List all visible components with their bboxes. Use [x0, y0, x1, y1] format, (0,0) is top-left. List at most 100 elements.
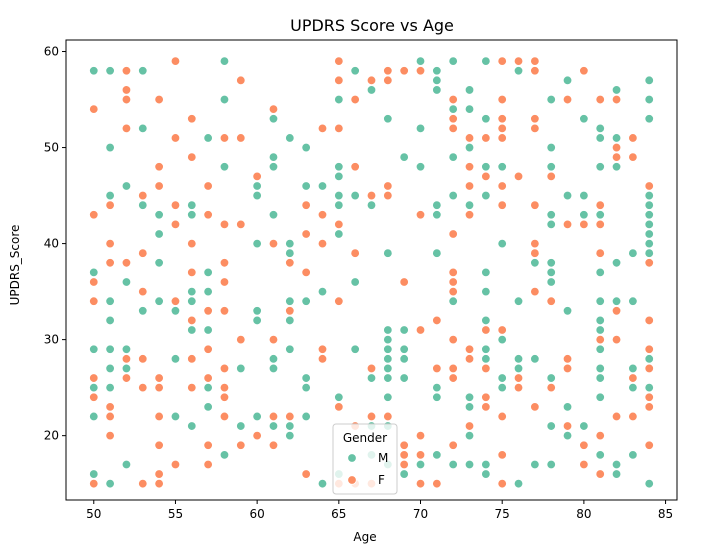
- point-f-13: [121, 66, 132, 76]
- point-f-171: [530, 402, 540, 412]
- point-m-49: [236, 363, 246, 374]
- point-f-22: [138, 286, 148, 297]
- point-m-17: [121, 344, 132, 354]
- point-f-183: [579, 459, 589, 470]
- point-f-59: [219, 306, 230, 316]
- point-m-209: [611, 85, 622, 95]
- point-f-193: [611, 152, 622, 162]
- point-f-182: [579, 440, 589, 450]
- point-f-55: [219, 133, 230, 143]
- point-m-126: [432, 66, 442, 76]
- point-m-97: [366, 85, 377, 95]
- point-m-14: [105, 478, 115, 489]
- point-f-71: [268, 104, 279, 114]
- y-axis-label: UPDRS_Score: [8, 225, 22, 306]
- point-m-115: [399, 325, 409, 335]
- point-f-159: [513, 56, 524, 66]
- point-f-190: [595, 469, 605, 479]
- point-f-176: [562, 219, 573, 230]
- point-f-146: [481, 392, 491, 402]
- point-f-189: [595, 430, 605, 441]
- point-m-230: [644, 248, 654, 258]
- point-m-16: [121, 277, 132, 287]
- point-f-160: [513, 171, 524, 182]
- point-f-185: [595, 200, 605, 210]
- point-m-87: [334, 200, 344, 210]
- point-f-106: [383, 75, 393, 86]
- point-m-57: [252, 411, 262, 422]
- point-m-80: [317, 286, 328, 297]
- point-f-110: [399, 66, 409, 76]
- x-tick-label-75: 75: [495, 507, 510, 521]
- point-f-205: [644, 363, 654, 374]
- point-f-80: [301, 229, 311, 239]
- point-m-15: [121, 181, 132, 191]
- point-m-145: [464, 392, 475, 402]
- point-m-93: [350, 277, 360, 287]
- point-m-1: [89, 267, 99, 278]
- point-m-0: [89, 66, 99, 76]
- point-m-182: [546, 373, 556, 383]
- point-m-102: [383, 114, 393, 124]
- point-f-126: [448, 123, 458, 134]
- point-f-155: [497, 325, 507, 335]
- point-f-77: [285, 306, 295, 316]
- point-m-191: [579, 190, 589, 201]
- point-m-117: [399, 354, 409, 364]
- point-f-63: [219, 411, 230, 422]
- point-m-118: [399, 373, 409, 383]
- y-axis: 20 30 40 50 60: [44, 45, 66, 443]
- point-m-4: [89, 411, 99, 422]
- point-m-94: [350, 344, 360, 354]
- point-f-91: [334, 219, 344, 230]
- point-m-109: [383, 373, 393, 383]
- point-m-202: [595, 325, 605, 335]
- point-m-71: [285, 421, 295, 431]
- point-f-152: [497, 133, 507, 143]
- point-f-125: [448, 114, 458, 124]
- point-f-134: [448, 440, 458, 450]
- y-tick-label-60: 60: [44, 45, 59, 59]
- x-tick-label-80: 80: [576, 507, 591, 521]
- legend-title: Gender: [343, 431, 387, 445]
- point-f-145: [481, 363, 491, 374]
- point-m-35: [187, 296, 197, 306]
- point-f-34: [154, 478, 164, 489]
- point-f-24: [138, 382, 148, 393]
- point-m-5: [89, 469, 99, 479]
- point-m-7: [105, 142, 115, 153]
- point-m-8: [105, 190, 115, 201]
- point-m-151: [481, 162, 491, 172]
- point-m-232: [644, 382, 654, 393]
- point-f-206: [644, 392, 654, 402]
- point-f-149: [497, 94, 507, 105]
- point-f-101: [366, 190, 377, 201]
- points-layer: [89, 56, 654, 489]
- point-f-197: [628, 133, 638, 143]
- point-m-114: [399, 152, 409, 162]
- point-m-65: [285, 133, 295, 143]
- point-m-219: [628, 382, 638, 393]
- point-m-22: [138, 200, 148, 210]
- point-m-203: [595, 344, 605, 354]
- point-m-227: [644, 219, 654, 230]
- point-f-169: [530, 248, 540, 258]
- point-m-149: [481, 56, 491, 66]
- point-f-86: [317, 344, 328, 354]
- point-f-111: [399, 277, 409, 287]
- point-m-55: [252, 306, 262, 316]
- point-m-172: [530, 354, 540, 364]
- point-m-45: [219, 94, 230, 105]
- point-m-165: [513, 66, 524, 76]
- point-m-60: [268, 162, 279, 172]
- point-m-68: [285, 296, 295, 306]
- point-m-213: [611, 296, 622, 306]
- legend: Gender M F: [332, 423, 398, 495]
- point-f-96: [350, 162, 360, 172]
- point-m-3: [89, 382, 99, 393]
- point-f-163: [530, 56, 540, 66]
- point-f-6: [89, 478, 99, 489]
- point-f-25: [138, 478, 148, 489]
- point-m-28: [154, 296, 164, 306]
